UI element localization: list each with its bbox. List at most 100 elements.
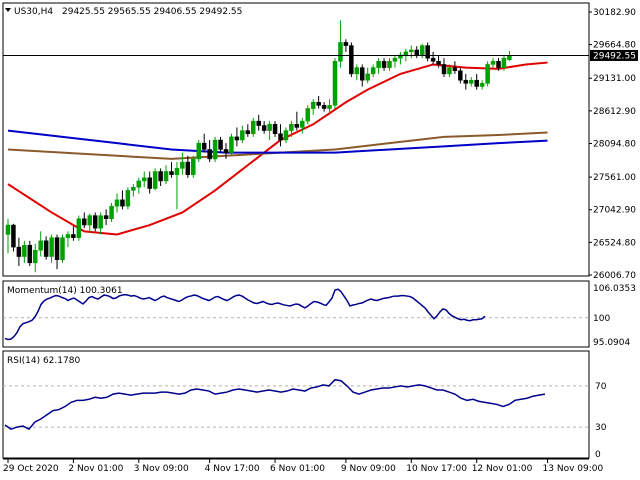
rsi-header: RSI(14) 62.1780	[7, 356, 80, 366]
candle-body	[370, 67, 376, 75]
candle-body	[125, 190, 131, 207]
time-tick-label: 13 Nov 09:00	[543, 464, 604, 474]
time-tick-label: 4 Nov 17:00	[205, 464, 260, 474]
candle-body	[289, 124, 294, 131]
candle-body	[196, 142, 201, 160]
candle-body	[22, 244, 27, 257]
candle-body	[245, 130, 251, 134]
candle-body	[71, 234, 76, 238]
rsi-line	[4, 378, 546, 431]
candle-body	[474, 79, 479, 87]
price-tick-label: 27561.00	[593, 173, 636, 183]
rsi-guides	[3, 385, 589, 428]
time-tick-label: 9 Nov 09:00	[341, 464, 396, 474]
price-tick-label: 28612.90	[593, 107, 636, 117]
candle-body	[458, 70, 463, 81]
candle-body	[479, 83, 485, 87]
candle-body	[201, 142, 207, 150]
price-tick-label: 28094.80	[593, 140, 636, 150]
candle-body	[38, 240, 43, 251]
candle-body	[409, 49, 414, 53]
candle-body	[349, 45, 354, 75]
candle-body	[49, 237, 54, 257]
candle-body	[441, 64, 447, 75]
time-axis: 29 Oct 2020 2 Nov 01:00 3 Nov 09:00 4 Nov 1…	[3, 458, 604, 474]
time-tick-label: 3 Nov 09:00	[134, 464, 189, 474]
candle-body	[185, 161, 191, 175]
ohlc-values: 29425.55 29565.55 29406.55 29492.55	[62, 7, 242, 17]
candle-body	[98, 215, 103, 229]
collapse-triangle-icon[interactable]	[5, 8, 11, 12]
candle-body	[496, 61, 501, 68]
momentum-tick-label: 100	[593, 314, 610, 324]
candle-body	[169, 171, 174, 175]
time-tick-label: 2 Nov 01:00	[68, 464, 123, 474]
candle-body	[180, 161, 185, 169]
candle-body	[147, 177, 152, 189]
momentum-tick-label: 106.0353	[593, 284, 636, 294]
candle-body	[305, 108, 310, 122]
candle-body	[436, 61, 441, 65]
moving-average-lines	[7, 61, 548, 236]
candle-body	[223, 149, 229, 153]
candle-body	[54, 237, 60, 260]
momentum-axis: 106.0353 100 95.0904	[593, 284, 636, 348]
candle-body	[131, 187, 136, 191]
candle-body	[33, 249, 38, 264]
candle-body	[332, 61, 338, 106]
candle-body	[27, 244, 33, 264]
candle-body	[251, 120, 256, 134]
candle-body	[447, 67, 452, 75]
price-axis: 30182.90 29664.80 29131.00 28612.90 28094.80…	[589, 8, 636, 281]
candle-body	[485, 64, 490, 84]
time-tick-label: 12 Nov 01:00	[472, 464, 533, 474]
time-tick-label: 6 Nov 01:00	[270, 464, 325, 474]
price-tick-label: 29131.00	[593, 74, 636, 84]
candle-body	[109, 205, 114, 219]
candle-body	[387, 61, 392, 68]
candle-body	[256, 120, 261, 126]
price-tick-label: 30182.90	[593, 8, 636, 18]
candle-body	[327, 105, 332, 109]
candle-body	[142, 177, 147, 182]
candle-body	[414, 49, 419, 56]
candle-body	[507, 55, 512, 60]
candle-body	[174, 168, 180, 175]
candle-body	[300, 120, 305, 128]
rsi-axis: 70 30 0	[595, 382, 607, 460]
candle-body	[207, 149, 212, 160]
candle-body	[267, 124, 272, 131]
candle-body	[501, 57, 507, 68]
momentum-tick-label: 95.0904	[593, 338, 630, 348]
candle-body	[240, 130, 245, 141]
time-tick-label: 29 Oct 2020	[3, 464, 59, 474]
candle-body	[338, 42, 343, 62]
rsi-tick-label: 30	[595, 423, 607, 433]
rsi-panel: 70 30 0 RSI(14) 62.1780	[2, 350, 607, 460]
candle-body	[76, 218, 82, 238]
candle-body	[381, 61, 387, 68]
candle-body	[152, 171, 158, 189]
candle-body	[43, 240, 49, 257]
momentum-panel-frame	[2, 280, 590, 348]
candle-body	[452, 67, 458, 72]
candle-body	[158, 171, 163, 182]
candle-body	[316, 101, 321, 106]
rsi-tick-label: 70	[595, 382, 607, 392]
candle-body	[261, 125, 267, 131]
candlesticks	[5, 20, 512, 273]
candle-body	[376, 61, 381, 68]
momentum-header: Momentum(14) 100.3061	[7, 286, 123, 296]
candle-body	[354, 67, 360, 75]
momentum-line	[4, 288, 486, 341]
candle-body	[294, 124, 300, 128]
candle-body	[212, 139, 218, 160]
candle-body	[60, 237, 65, 260]
price-tick-label: 26006.70	[593, 271, 636, 281]
candle-body	[234, 136, 240, 141]
ma-line-fast	[7, 61, 548, 236]
candle-body	[343, 42, 349, 46]
candle-body	[425, 45, 430, 59]
candle-body	[65, 234, 71, 238]
current-price-tag: 29492.55	[590, 49, 638, 61]
